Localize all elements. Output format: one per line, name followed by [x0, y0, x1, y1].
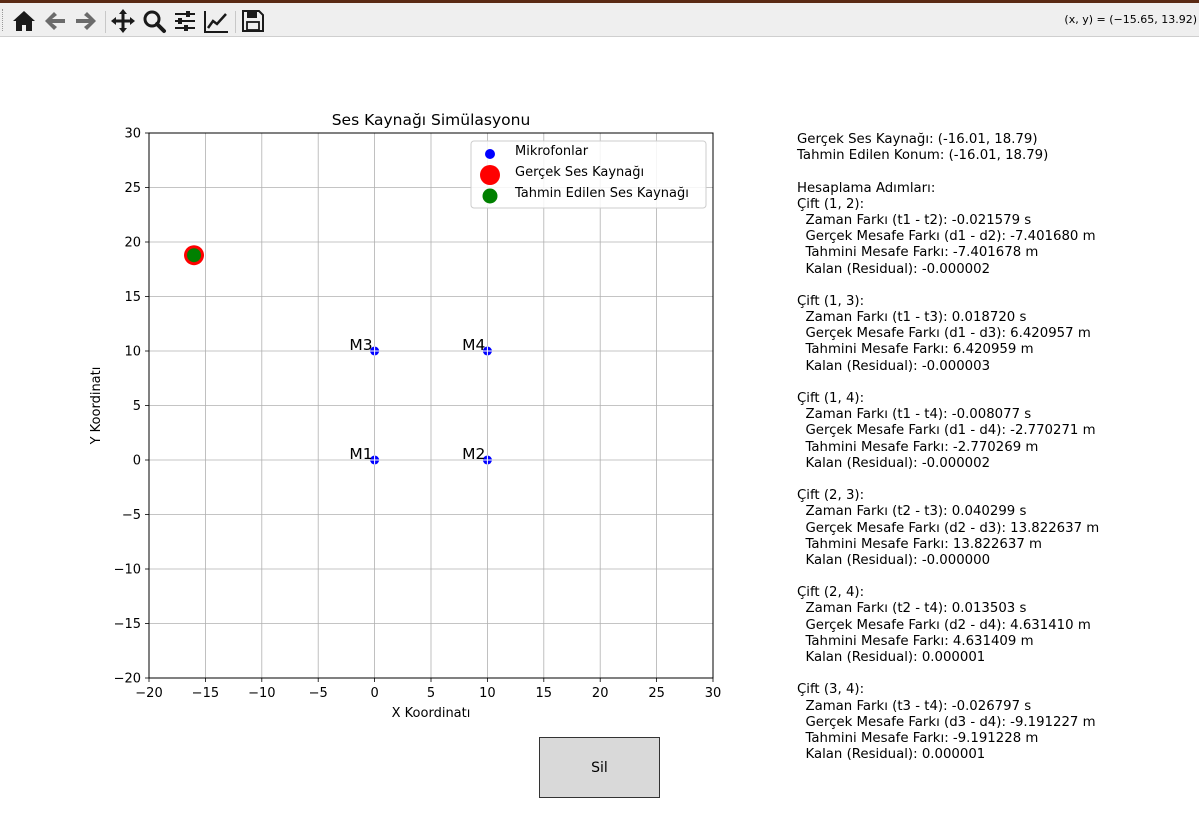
legend-marker	[480, 165, 500, 185]
info-line	[797, 164, 1197, 180]
x-tick-label: −10	[248, 686, 275, 701]
info-line: Kalan (Residual): -0.000002	[797, 261, 991, 277]
x-axis-label: X Koordinatı	[392, 706, 471, 721]
back-arrow-icon[interactable]	[41, 7, 69, 35]
x-tick-label: 30	[705, 686, 722, 701]
y-tick-label: 20	[124, 236, 141, 251]
info-line: Çift (2, 3):	[797, 488, 865, 504]
info-line: Zaman Farkı (t3 - t4): -0.026797 s	[797, 698, 1032, 714]
toolbar-separator	[235, 11, 236, 33]
info-line: Zaman Farkı (t1 - t3): 0.018720 s	[797, 310, 1027, 326]
sil-button[interactable]: Sil	[539, 737, 660, 798]
microphone-label: M4	[462, 336, 485, 354]
info-line: Tahmini Mesafe Farkı: -9.191228 m	[797, 730, 1039, 746]
info-line	[797, 375, 1197, 391]
home-icon[interactable]	[10, 7, 38, 35]
info-line: Tahmini Mesafe Farkı: 13.822637 m	[797, 536, 1042, 552]
x-tick-label: 10	[479, 686, 496, 701]
navigation-toolbar: (x, y) = (−15.65, 13.92)	[0, 3, 1199, 37]
info-line: Çift (2, 4):	[797, 585, 865, 601]
x-tick-label: 5	[427, 686, 435, 701]
info-line: Kalan (Residual): 0.000001	[797, 747, 986, 763]
info-line: Çift (1, 3):	[797, 293, 865, 309]
info-line: Gerçek Mesafe Farkı (d2 - d4): 4.631410 …	[797, 617, 1091, 633]
configure-subplots-icon[interactable]	[171, 7, 199, 35]
y-tick-label: 30	[124, 127, 141, 142]
x-tick-label: 15	[536, 686, 553, 701]
legend-label: Gerçek Ses Kaynağı	[515, 165, 644, 180]
window-top-border	[0, 0, 1199, 3]
info-line: Gerçek Ses Kaynağı: (-16.01, 18.79)	[797, 132, 1038, 147]
chart-legend	[470, 140, 707, 209]
info-line: Gerçek Mesafe Farkı (d2 - d3): 13.822637…	[797, 520, 1100, 536]
info-line: Gerçek Mesafe Farkı (d1 - d2): -7.401680…	[797, 229, 1096, 245]
y-tick-label: −15	[114, 617, 141, 632]
info-line: Gerçek Mesafe Farkı (d3 - d4): -9.191227…	[797, 714, 1096, 730]
legend-label: Tahmin Edilen Ses Kaynağı	[514, 186, 689, 201]
info-line: Gerçek Mesafe Farkı (d1 - d4): -2.770271…	[797, 423, 1096, 439]
info-line: Tahmini Mesafe Farkı: 6.420959 m	[797, 342, 1034, 358]
cursor-coordinates: (x, y) = (−15.65, 13.92)	[1064, 13, 1197, 26]
info-line: Kalan (Residual): -0.000003	[797, 358, 991, 374]
pan-icon[interactable]	[109, 7, 137, 35]
info-line: Çift (1, 4):	[797, 391, 865, 406]
info-line: Zaman Farkı (t2 - t3): 0.040299 s	[797, 504, 1027, 520]
calculation-info-panel: Gerçek Ses Kaynağı: (-16.01, 18.79) Tahmi…	[797, 132, 1197, 763]
y-tick-label: 5	[133, 399, 141, 414]
info-line	[797, 278, 1197, 294]
x-tick-label: 0	[370, 686, 378, 701]
legend-marker	[485, 149, 495, 159]
toolbar-grip[interactable]	[2, 9, 5, 31]
info-line: Kalan (Residual): 0.000001	[797, 650, 986, 665]
y-tick-label: −10	[114, 563, 141, 578]
info-line	[797, 472, 1197, 488]
microphone-label: M1	[349, 445, 372, 463]
figure-canvas[interactable]: −20 −15 −10 −5 0 5 10 15 20 25 30 −20 −15 −10 −5 0 5 10 15…	[0, 38, 1199, 835]
forward-arrow-icon[interactable]	[72, 7, 100, 35]
x-tick-label: 25	[648, 686, 665, 701]
y-tick-label: 0	[133, 454, 141, 469]
info-line: Tahmini Mesafe Farkı: 4.631409 m	[797, 633, 1034, 649]
zoom-icon[interactable]	[140, 7, 168, 35]
info-line: Çift (3, 4):	[797, 682, 865, 698]
save-icon[interactable]	[239, 7, 267, 35]
info-line: Tahmini Mesafe Farkı: -7.401678 m	[797, 245, 1039, 261]
y-tick-label: 15	[124, 290, 141, 305]
microphone-label: M2	[462, 445, 485, 463]
info-line: Zaman Farkı (t2 - t4): 0.013503 s	[797, 601, 1027, 617]
info-line: Hesaplama Adımları:	[797, 180, 936, 196]
y-tick-label: 25	[124, 181, 141, 196]
info-line: Gerçek Mesafe Farkı (d1 - d3): 6.420957 …	[797, 326, 1091, 342]
info-line: Kalan (Residual): -0.000000	[797, 552, 991, 568]
x-tick-label: 20	[592, 686, 609, 701]
scatter-chart[interactable]: −20 −15 −10 −5 0 5 10 15 20 25 30 −20 −15 −10 −5 0 5 10 15…	[0, 38, 790, 738]
x-tick-label: −20	[135, 686, 162, 701]
chart-title: Ses Kaynağı Simülasyonu	[332, 111, 531, 129]
edit-axis-icon[interactable]	[202, 7, 230, 35]
microphone-label: M3	[349, 336, 372, 354]
info-line: Kalan (Residual): -0.000002	[797, 455, 991, 471]
y-tick-label: 10	[124, 345, 141, 360]
x-tick-label: −5	[309, 686, 328, 701]
legend-marker	[482, 188, 498, 204]
info-line: Zaman Farkı (t1 - t4): -0.008077 s	[797, 407, 1032, 423]
info-line: Tahmin Edilen Konum: (-16.01, 18.79)	[797, 148, 1049, 164]
y-axis-label: Y Koordinatı	[89, 367, 104, 446]
info-line: Zaman Farkı (t1 - t2): -0.021579 s	[797, 212, 1032, 228]
x-tick-label: −15	[192, 686, 219, 701]
y-tick-label: −5	[122, 508, 141, 523]
legend-label: Mikrofonlar	[515, 144, 589, 159]
info-line: Tahmini Mesafe Farkı: -2.770269 m	[797, 439, 1039, 455]
info-line	[797, 569, 1197, 585]
info-line: Çift (1, 2):	[797, 196, 865, 212]
toolbar-separator	[105, 11, 106, 33]
y-tick-label: −20	[114, 672, 141, 687]
info-line	[797, 666, 1197, 682]
estimated-source-point	[187, 248, 202, 263]
